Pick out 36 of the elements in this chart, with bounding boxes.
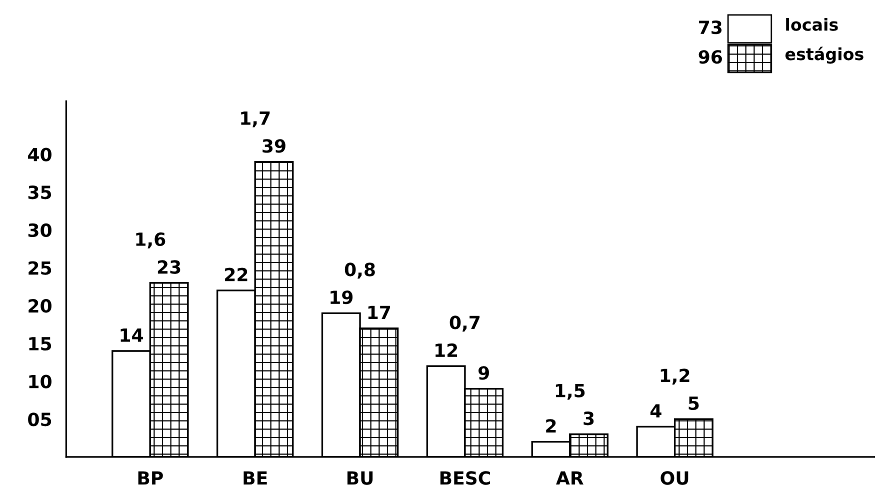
y-tick-label: 15	[29, 337, 52, 351]
x-tick-label: BESC	[440, 471, 490, 485]
text: 73	[699, 20, 722, 34]
annotation: 1,2	[660, 368, 690, 385]
x-tick-label: BU	[347, 471, 373, 485]
y-tick-label: 35	[28, 186, 52, 200]
y-tick-label: 05	[28, 412, 52, 426]
data-label: 4	[650, 404, 662, 418]
x-tick-label: OU	[660, 471, 688, 485]
data-label: 14	[120, 328, 144, 342]
legend-label: estágios	[785, 46, 864, 64]
data-label: 9	[478, 366, 489, 380]
x-tick-label: AR	[556, 471, 584, 485]
y-tick-label: 20	[28, 299, 52, 313]
y-tick-label: 40	[28, 148, 52, 162]
data-label: 23	[158, 260, 180, 274]
y-tick-label: 10	[29, 374, 52, 388]
data-label: 39	[262, 139, 286, 153]
annotation: 1,5	[556, 384, 585, 400]
y-tick-label: 25	[28, 261, 52, 275]
annotation: 1,6	[136, 232, 166, 248]
y-tick-label: 30	[28, 223, 52, 238]
data-label: 2	[546, 419, 556, 433]
text: 96	[698, 50, 722, 64]
annotation: 1,7	[241, 112, 270, 128]
annotation: 0,8	[344, 262, 375, 279]
data-label: 19	[330, 290, 353, 304]
data-label: 22	[225, 268, 248, 282]
data-label: 3	[584, 412, 594, 426]
data-label: 12	[436, 343, 458, 357]
annotation: 0,7	[450, 316, 480, 332]
data-label: 5	[688, 396, 699, 410]
legend-label: locais	[786, 18, 838, 31]
x-tick-label: BE	[244, 471, 267, 485]
data-label: 17	[368, 306, 390, 319]
x-tick-label: BP	[138, 471, 163, 485]
